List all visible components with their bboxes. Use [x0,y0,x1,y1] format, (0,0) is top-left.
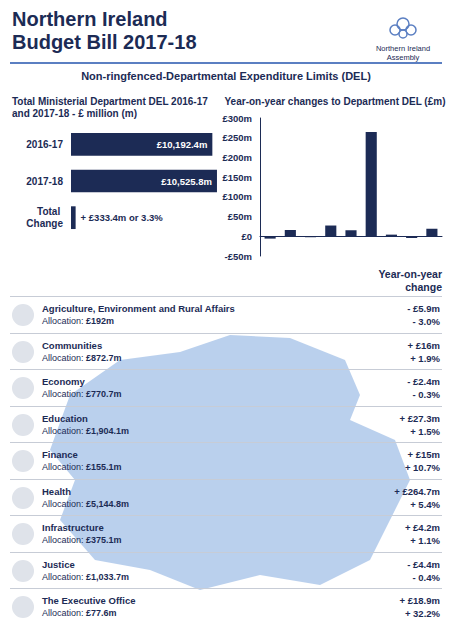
html-text:Allocation: £770.7m: Allocation: £770.7m [42,389,122,399]
html-text:+ 1.9%: + 1.9% [410,352,440,364]
html-text:Education: Education [42,412,88,424]
html-text:+ £27.3m: + £27.3m [399,412,440,424]
svg-text:£200m: £200m [222,152,252,163]
html-text:Allocation: £1,904.1m: Allocation: £1,904.1m [42,425,130,436]
html-text:Assembly: Assembly [386,53,420,62]
html-text:Year-on-year changes to Depart: Year-on-year changes to Department DEL (… [224,96,446,107]
html-text:Economy: Economy [42,376,85,387]
html-text:Allocation: £77.6m: Allocation: £77.6m [42,608,117,618]
html-text:+ £4.2m: + £4.2m [404,522,440,533]
html-text:Agriculture, Environment and R: Agriculture, Environment and Rural Affai… [42,303,235,314]
html-text:Allocation: £155.1m: Allocation: £155.1m [42,462,122,472]
svg-text:£250m: £250m [222,132,252,143]
html-text:Infrastructure: Infrastructure [42,522,104,533]
html-text:Year-on-year: Year-on-year [378,268,442,280]
html-text:+ 1.1%: + 1.1% [410,535,440,546]
html-text:- 0.4%: - 0.4% [412,571,440,583]
html-text:Non-ringfenced-Departmental Ex: Non-ringfenced-Departmental Expenditure … [81,70,371,82]
svg-text:£10,525.8m: £10,525.8m [161,176,212,187]
html-text:change: change [405,281,442,293]
html-text:+ £16m: + £16m [407,339,440,351]
html-text:The Executive Office: The Executive Office [42,595,136,606]
svg-text:2016-17: 2016-17 [26,139,63,150]
html-text:- 3.0%: - 3.0% [412,316,440,327]
svg-text:-£50m: -£50m [225,251,252,262]
html-text:Allocation: £1,033.7m: Allocation: £1,033.7m [42,571,130,582]
html-text:- £5.9m: - £5.9m [407,303,440,314]
html-text:+ 5.4%: + 5.4% [410,498,440,510]
html-text:- £2.4m: - £2.4m [407,376,440,387]
html-text:Total Ministerial Department D: Total Ministerial Department DEL 2016-17… [12,96,208,119]
html-text:+ 1.5%: + 1.5% [410,425,440,437]
svg-text:£10,192.4m: £10,192.4m [157,139,208,150]
html-text:Allocation: £5,144.8m: Allocation: £5,144.8m [42,498,130,509]
svg-text:Total: Total [37,206,63,217]
html-text:+ £264.7m: + £264.7m [394,485,440,497]
html-text:- 0.3%: - 0.3% [412,389,440,400]
html-text:+ £18.9m: + £18.9m [399,595,440,606]
html-text:Allocation: £192m: Allocation: £192m [42,316,115,326]
html-text:Communities: Communities [42,339,103,351]
html-text:Finance: Finance [42,449,78,460]
html-text:- £4.4m: - £4.4m [407,558,440,570]
svg-text:£300m: £300m [222,113,252,124]
html-text:Allocation: £872.7m: Allocation: £872.7m [42,352,122,363]
html-text:+ £15m: + £15m [407,449,440,460]
html-text:+ 10.7%: + 10.7% [404,462,440,473]
svg-text:£150m: £150m [222,172,252,183]
svg-text:Change: Change [26,218,63,229]
svg-text:£100m: £100m [222,191,252,202]
html-text:Health: Health [42,485,71,497]
html-text:Northern Ireland: Northern Ireland [12,8,168,30]
html-text:Allocation: £375.1m: Allocation: £375.1m [42,535,122,545]
html-text:Budget Bill 2017-18: Budget Bill 2017-18 [12,31,197,53]
html-text:+ 32.2%: + 32.2% [404,608,440,619]
html-text:Justice: Justice [42,558,75,570]
html-text:Northern Ireland: Northern Ireland [375,44,431,53]
svg-text:£50m: £50m [228,211,252,222]
svg-text:+ £333.4m or 3.3%: + £333.4m or 3.3% [81,212,164,223]
svg-text:£0: £0 [241,231,252,242]
svg-text:2017-18: 2017-18 [26,176,63,187]
